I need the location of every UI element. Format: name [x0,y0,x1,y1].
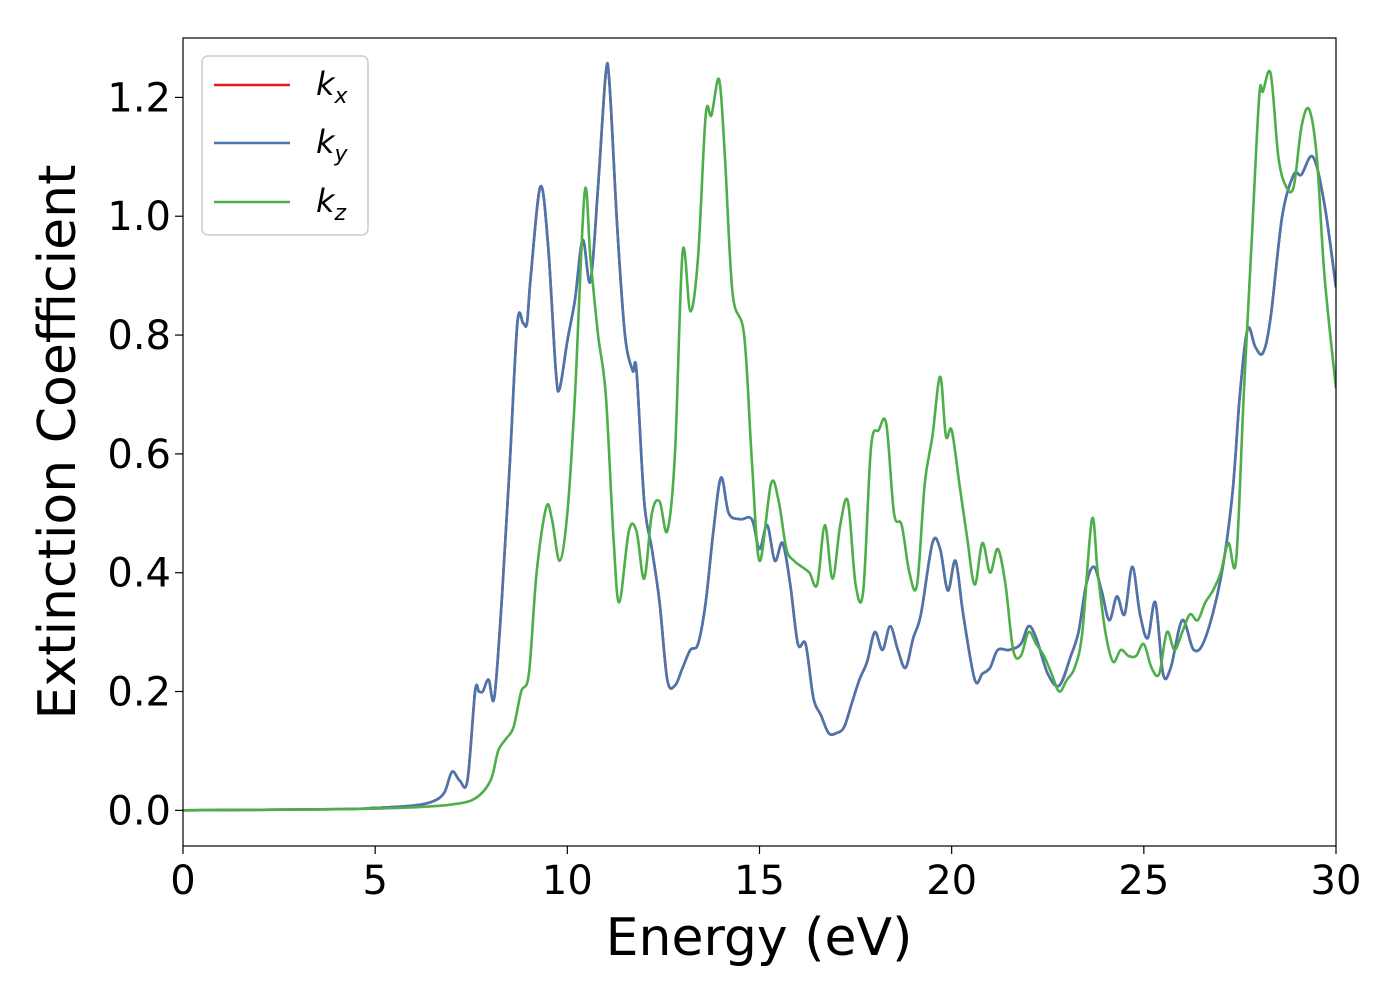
x-tick-label: 0 [170,858,195,904]
series-line-ky [183,61,1336,812]
x-tick-label: 30 [1311,858,1362,904]
legend-label-subscript: y [334,142,349,167]
legend-label-kz: kz [316,182,347,226]
x-axis-label: Energy (eV) [606,908,913,968]
x-tick-label: 15 [734,858,785,904]
x-tick-label: 10 [542,858,593,904]
y-tick-label: 0.4 [107,551,171,597]
legend-label-subscript: z [334,201,347,226]
y-tick-label: 0.2 [107,670,171,716]
legend-label-base: k [316,123,336,161]
legend-label-kx: kx [316,65,349,109]
legend-label-base: k [316,65,336,103]
legend-label-ky: ky [316,123,349,167]
y-axis-label: Extinction Coefficient [28,165,88,720]
y-tick-label: 1.0 [107,194,171,240]
x-tick-label: 20 [926,858,977,904]
x-axis-ticks: 0 5 10 15 20 25 30 [170,846,1361,904]
series-line-kz [183,69,1336,812]
y-tick-label: 0.8 [107,313,171,359]
legend-label-subscript: x [334,84,349,109]
y-tick-label: 0.0 [107,788,171,834]
y-tick-label: 1.2 [107,75,171,121]
x-tick-label: 25 [1118,858,1169,904]
y-tick-label: 0.6 [107,432,171,478]
legend-box [201,55,369,236]
y-axis-ticks: 0.0 0.2 0.4 0.6 0.8 1.0 1.2 [107,75,183,834]
legend-label-base: k [316,182,336,220]
plot-lines [183,61,1336,812]
x-tick-label: 5 [362,858,387,904]
